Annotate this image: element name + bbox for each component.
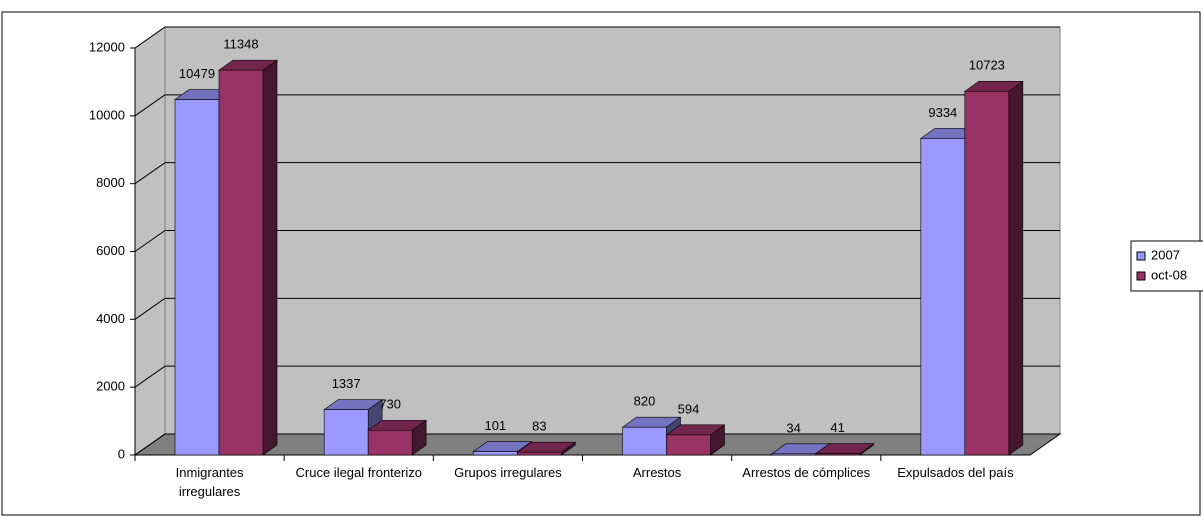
bar <box>771 453 816 456</box>
grid-line <box>134 94 166 117</box>
x-tick-label: Cruce ilegal fronterizo <box>295 465 422 480</box>
grid-line <box>134 433 166 456</box>
value-label: 10723 <box>969 58 1005 73</box>
y-tick-label: 2000 <box>96 379 125 394</box>
value-label: 730 <box>379 397 401 412</box>
x-tick-label: Arrestos de cómplices <box>742 465 871 480</box>
value-label: 11348 <box>223 37 258 52</box>
grid-line <box>134 365 166 388</box>
value-label: 83 <box>532 419 546 434</box>
grid-line <box>134 162 166 185</box>
bar <box>920 138 966 456</box>
x-tick-label: Arrestos <box>632 465 682 480</box>
bar <box>473 451 518 456</box>
value-label: 34 <box>786 420 800 435</box>
legend-swatch <box>1136 271 1146 281</box>
bar <box>964 91 1010 456</box>
bar-side <box>262 59 278 456</box>
value-label: 101 <box>484 418 506 433</box>
y-tick-label: 12000 <box>89 39 125 54</box>
y-tick-label: 6000 <box>96 243 125 258</box>
value-label: 594 <box>678 401 700 416</box>
x-tick-label: Inmigrantes irregulares <box>175 465 244 499</box>
y-tick-label: 4000 <box>96 311 125 326</box>
legend-label: oct-08 <box>1151 267 1187 282</box>
value-label: 9334 <box>928 105 957 120</box>
value-label: 1337 <box>332 376 361 391</box>
legend-swatch <box>1136 251 1146 261</box>
bar <box>666 434 711 456</box>
bar-side <box>1008 80 1024 456</box>
x-tick-label: Grupos irregulares <box>454 465 562 480</box>
bar <box>622 426 667 456</box>
bar <box>367 429 413 456</box>
grid-line <box>134 297 166 320</box>
value-label: 10479 <box>179 66 215 81</box>
legend-label: 2007 <box>1151 247 1180 262</box>
grid-line <box>134 26 166 49</box>
value-label: 820 <box>634 394 656 409</box>
bar <box>815 453 860 456</box>
y-tick-label: 8000 <box>96 175 125 190</box>
legend-box <box>1130 240 1203 292</box>
x-tick-label: Expulsados del país <box>897 465 1014 480</box>
bar <box>218 69 264 456</box>
value-label: 41 <box>830 420 844 435</box>
bar <box>323 409 369 456</box>
y-tick-label: 0 <box>118 446 125 461</box>
bar <box>174 99 220 456</box>
y-tick-label: 10000 <box>89 107 125 122</box>
bar <box>517 451 562 456</box>
grid-line <box>134 230 166 252</box>
